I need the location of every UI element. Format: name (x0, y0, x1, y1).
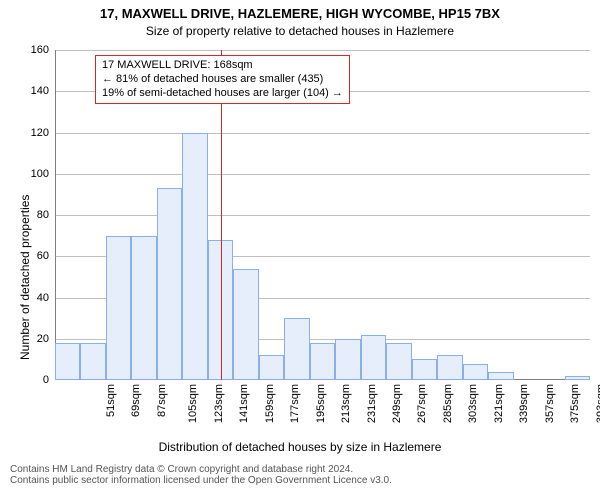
histogram-bar (131, 236, 156, 380)
annotation-line: 17 MAXWELL DRIVE: 168sqm (102, 59, 343, 73)
histogram-bar (80, 343, 105, 380)
footer-line: Contains HM Land Registry data © Crown c… (0, 464, 600, 475)
x-tick-label: 267sqm (417, 380, 429, 423)
x-tick-label: 303sqm (468, 380, 480, 423)
histogram-bar (437, 355, 462, 380)
y-tick-label: 120 (31, 127, 55, 139)
x-tick-label: 177sqm (289, 380, 301, 423)
x-tick-label: 285sqm (442, 380, 454, 423)
y-tick-label: 60 (37, 250, 55, 262)
y-tick-label: 40 (37, 292, 55, 304)
x-tick-label: 159sqm (264, 380, 276, 423)
x-tick-label: 87sqm (156, 380, 168, 417)
x-tick-label: 105sqm (187, 380, 199, 423)
x-tick-label: 249sqm (391, 380, 403, 423)
y-axis-title: Number of detached properties (18, 195, 32, 360)
x-tick-label: 393sqm (595, 380, 600, 423)
gridline-y (55, 174, 590, 175)
chart-container: { "layout": { "canvas_w": 600, "canvas_h… (0, 0, 600, 500)
histogram-bar (361, 335, 386, 380)
x-tick-label: 375sqm (569, 380, 581, 423)
chart-subtitle: Size of property relative to detached ho… (0, 24, 600, 38)
y-tick-label: 100 (31, 168, 55, 180)
histogram-bar (182, 133, 207, 381)
histogram-bar (565, 376, 590, 380)
x-axis-title: Distribution of detached houses by size … (0, 440, 600, 454)
x-tick-label: 231sqm (366, 380, 378, 423)
histogram-bar (106, 236, 131, 380)
chart-title: 17, MAXWELL DRIVE, HAZLEMERE, HIGH WYCOM… (0, 6, 600, 21)
histogram-bar (233, 269, 258, 380)
histogram-bar (463, 364, 488, 381)
footer-attribution: Contains HM Land Registry data © Crown c… (0, 464, 600, 486)
histogram-bar (157, 188, 182, 380)
histogram-bar (259, 355, 284, 380)
y-tick-label: 20 (37, 333, 55, 345)
histogram-bar (284, 318, 309, 380)
x-tick-label: 357sqm (544, 380, 556, 423)
annotation-line: ← 81% of detached houses are smaller (43… (102, 73, 343, 87)
x-tick-label: 69sqm (130, 380, 142, 417)
x-tick-label: 195sqm (315, 380, 327, 423)
x-tick-label: 141sqm (238, 380, 250, 423)
annotation-box: 17 MAXWELL DRIVE: 168sqm← 81% of detache… (95, 55, 350, 104)
y-tick-label: 0 (43, 374, 55, 386)
x-tick-label: 51sqm (105, 380, 117, 417)
x-tick-label: 339sqm (518, 380, 530, 423)
y-tick-label: 140 (31, 85, 55, 97)
gridline-y (55, 133, 590, 134)
histogram-bar (386, 343, 411, 380)
histogram-bar (412, 359, 437, 380)
x-tick-label: 123sqm (213, 380, 225, 423)
x-tick-label: 321sqm (493, 380, 505, 423)
histogram-bar (488, 372, 513, 380)
y-tick-label: 160 (31, 44, 55, 56)
y-tick-label: 80 (37, 209, 55, 221)
annotation-line: 19% of semi-detached houses are larger (… (102, 87, 343, 101)
x-tick-label: 213sqm (340, 380, 352, 423)
histogram-bar (310, 343, 335, 380)
histogram-bar (55, 343, 80, 380)
footer-line: Contains public sector information licen… (0, 475, 600, 486)
histogram-bar (335, 339, 360, 380)
gridline-y (55, 215, 590, 216)
gridline-y (55, 50, 590, 51)
